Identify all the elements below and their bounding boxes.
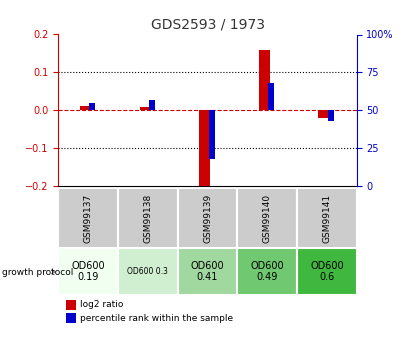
Bar	[328, 110, 334, 121]
Text: growth protocol: growth protocol	[2, 268, 73, 277]
Bar	[178, 188, 237, 248]
Bar	[268, 83, 274, 110]
Bar	[80, 106, 91, 110]
Text: GSM99137: GSM99137	[84, 194, 93, 243]
Text: GSM99139: GSM99139	[203, 194, 212, 243]
Bar	[237, 248, 297, 295]
Bar	[318, 110, 329, 118]
Text: log2 ratio: log2 ratio	[79, 300, 123, 309]
Text: GSM99138: GSM99138	[143, 194, 152, 243]
Text: OD600
0.41: OD600 0.41	[191, 261, 224, 283]
Bar	[237, 188, 297, 248]
Bar	[209, 110, 215, 159]
Bar	[89, 103, 96, 110]
Bar	[199, 110, 210, 186]
Bar	[118, 248, 178, 295]
Text: GSM99141: GSM99141	[322, 194, 331, 243]
Bar	[149, 100, 155, 110]
Title: GDS2593 / 1973: GDS2593 / 1973	[151, 18, 264, 32]
Bar	[259, 50, 270, 110]
Bar	[66, 299, 76, 310]
Text: percentile rank within the sample: percentile rank within the sample	[79, 314, 233, 323]
Bar	[139, 107, 150, 110]
Text: OD600
0.6: OD600 0.6	[310, 261, 344, 283]
Bar	[58, 248, 118, 295]
Bar	[66, 313, 76, 323]
Text: OD600
0.19: OD600 0.19	[71, 261, 105, 283]
Bar	[297, 248, 357, 295]
Text: OD600 0.3: OD600 0.3	[127, 267, 168, 276]
Text: OD600
0.49: OD600 0.49	[250, 261, 284, 283]
Bar	[118, 188, 178, 248]
Bar	[58, 188, 118, 248]
Text: GSM99140: GSM99140	[263, 194, 272, 243]
Bar	[178, 248, 237, 295]
Bar	[297, 188, 357, 248]
